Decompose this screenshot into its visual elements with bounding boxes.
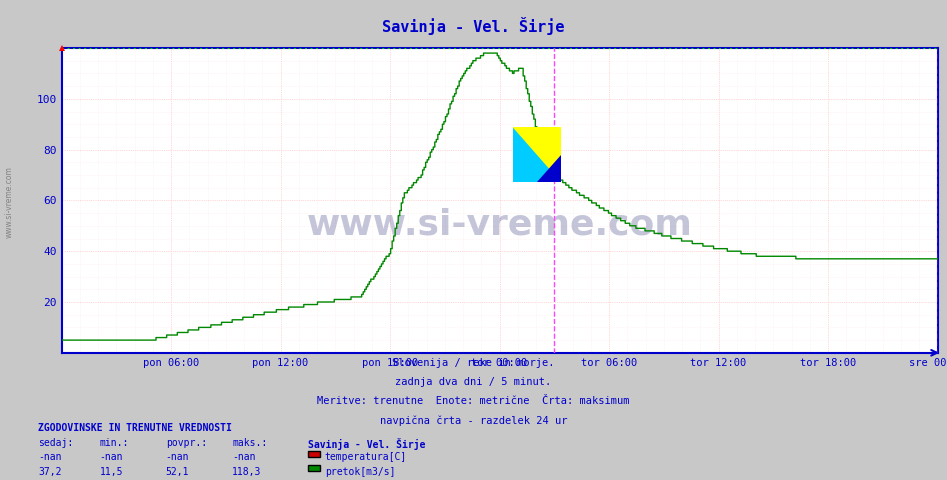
Text: Savinja - Vel. Širje: Savinja - Vel. Širje [383, 17, 564, 35]
Polygon shape [512, 127, 561, 182]
Text: Slovenija / reke in morje.: Slovenija / reke in morje. [392, 358, 555, 368]
Polygon shape [537, 155, 561, 182]
Text: Meritve: trenutne  Enote: metrične  Črta: maksimum: Meritve: trenutne Enote: metrične Črta: … [317, 396, 630, 406]
Text: temperatura[C]: temperatura[C] [325, 452, 407, 462]
Text: povpr.:: povpr.: [166, 438, 206, 448]
Text: navpična črta - razdelek 24 ur: navpična črta - razdelek 24 ur [380, 415, 567, 426]
Text: 11,5: 11,5 [99, 467, 123, 477]
Text: -nan: -nan [99, 452, 123, 462]
Text: 52,1: 52,1 [166, 467, 189, 477]
Text: -nan: -nan [38, 452, 62, 462]
Text: maks.:: maks.: [232, 438, 267, 448]
Text: ZGODOVINSKE IN TRENUTNE VREDNOSTI: ZGODOVINSKE IN TRENUTNE VREDNOSTI [38, 423, 232, 433]
Text: -nan: -nan [166, 452, 189, 462]
Text: zadnja dva dni / 5 minut.: zadnja dva dni / 5 minut. [396, 377, 551, 387]
Text: www.si-vreme.com: www.si-vreme.com [307, 208, 692, 242]
Text: 118,3: 118,3 [232, 467, 261, 477]
Text: pretok[m3/s]: pretok[m3/s] [325, 467, 395, 477]
Text: www.si-vreme.com: www.si-vreme.com [5, 166, 14, 238]
Text: -nan: -nan [232, 452, 256, 462]
Text: 37,2: 37,2 [38, 467, 62, 477]
Text: Savinja - Vel. Širje: Savinja - Vel. Širje [308, 438, 425, 450]
Text: min.:: min.: [99, 438, 129, 448]
Text: sedaj:: sedaj: [38, 438, 73, 448]
